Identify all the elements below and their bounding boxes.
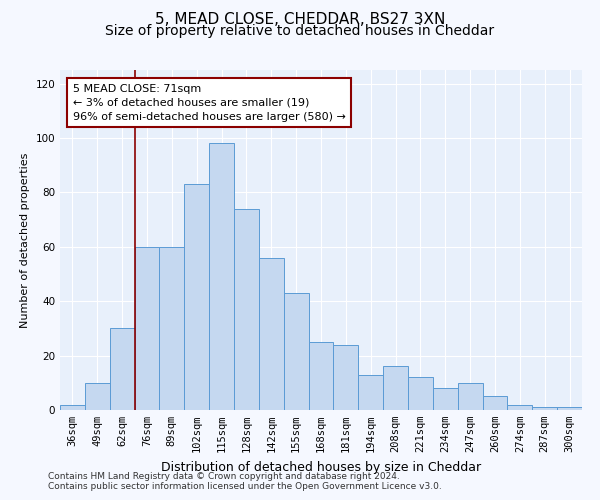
Text: Size of property relative to detached houses in Cheddar: Size of property relative to detached ho… [106,24,494,38]
Bar [184,184,209,410]
Bar [308,342,334,410]
Bar [110,328,134,410]
Text: Contains public sector information licensed under the Open Government Licence v3: Contains public sector information licen… [48,482,442,491]
Bar [532,408,557,410]
X-axis label: Distribution of detached houses by size in Cheddar: Distribution of detached houses by size … [161,460,481,473]
Bar [85,383,110,410]
Bar [458,383,482,410]
Bar [408,378,433,410]
Bar [508,404,532,410]
Bar [259,258,284,410]
Bar [160,247,184,410]
Bar [209,144,234,410]
Bar [358,374,383,410]
Text: 5 MEAD CLOSE: 71sqm
← 3% of detached houses are smaller (19)
96% of semi-detache: 5 MEAD CLOSE: 71sqm ← 3% of detached hou… [73,84,346,122]
Bar [334,344,358,410]
Bar [60,404,85,410]
Bar [284,293,308,410]
Y-axis label: Number of detached properties: Number of detached properties [20,152,30,328]
Bar [433,388,458,410]
Bar [482,396,508,410]
Text: 5, MEAD CLOSE, CHEDDAR, BS27 3XN: 5, MEAD CLOSE, CHEDDAR, BS27 3XN [155,12,445,28]
Text: Contains HM Land Registry data © Crown copyright and database right 2024.: Contains HM Land Registry data © Crown c… [48,472,400,481]
Bar [134,247,160,410]
Bar [383,366,408,410]
Bar [557,408,582,410]
Bar [234,208,259,410]
